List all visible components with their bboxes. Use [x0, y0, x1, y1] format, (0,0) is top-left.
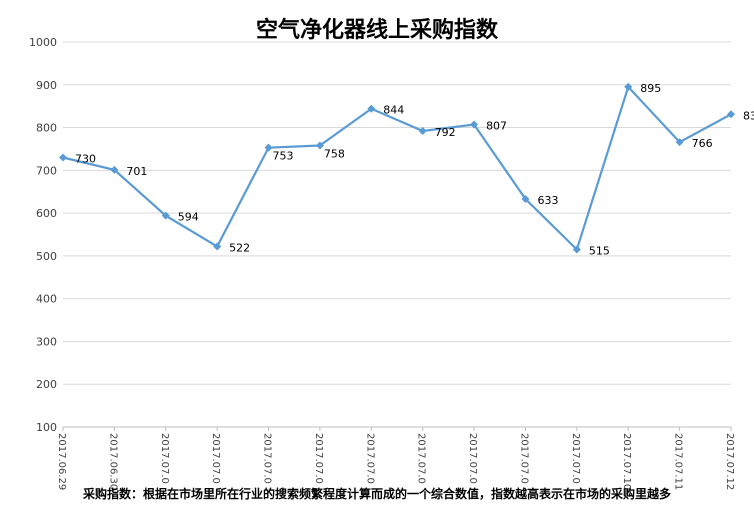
data-point [161, 211, 170, 220]
data-point [418, 126, 427, 135]
y-tick-label: 1000 [29, 36, 57, 49]
data-label: 807 [486, 120, 507, 133]
x-tick-label: 2017.07.0 [313, 433, 324, 484]
y-tick-label: 400 [36, 293, 57, 306]
y-tick-label: 900 [36, 79, 57, 92]
data-label: 701 [126, 165, 147, 178]
y-tick-label: 300 [36, 335, 57, 348]
data-point [675, 138, 684, 147]
x-tick-label: 2017.07.11 [673, 433, 684, 490]
data-point [315, 141, 324, 150]
x-tick-label: 2017.07.0 [416, 433, 427, 484]
data-point [624, 82, 633, 91]
data-label: 633 [537, 194, 558, 207]
data-point [572, 245, 581, 254]
data-point [110, 165, 119, 174]
data-label: 758 [324, 148, 345, 161]
x-tick-label: 2017.06.29 [56, 433, 67, 490]
x-tick-label: 2017.07.10 [621, 433, 632, 490]
x-tick-label: 2017.07.0 [467, 433, 478, 484]
y-tick-label: 200 [36, 378, 57, 391]
data-label: 594 [178, 211, 199, 224]
data-label: 730 [75, 153, 96, 166]
footnote: 采购指数：根据在市场里所在行业的搜索频繁程度计算而成的一个综合数值，指数越高表示… [82, 487, 671, 501]
data-label: 792 [435, 126, 456, 139]
y-tick-label: 500 [36, 250, 57, 263]
x-tick-label: 2017.07.0 [518, 433, 529, 484]
x-tick-label: 2017.07.0 [364, 433, 375, 484]
data-label: 766 [692, 137, 713, 150]
x-tick-label: 2017.06.30 [107, 433, 118, 490]
y-tick-label: 800 [36, 122, 57, 135]
y-tick-label: 100 [36, 421, 57, 434]
data-label: 753 [273, 150, 294, 163]
data-point [213, 242, 222, 251]
data-label: 844 [383, 104, 404, 117]
data-label: 522 [229, 241, 250, 254]
chart-title: 空气净化器线上采购指数 [255, 18, 498, 43]
x-tick-label: 2017.07.0 [159, 433, 170, 484]
x-tick-label: 2017.07.0 [210, 433, 221, 484]
y-tick-label: 600 [36, 207, 57, 220]
x-tick-label: 2017.07.0 [570, 433, 581, 484]
data-point [59, 153, 67, 162]
data-point [367, 104, 376, 113]
y-tick-label: 700 [36, 164, 57, 177]
x-tick-label: 2017.07.12 [724, 433, 735, 490]
series-line [62, 84, 732, 252]
data-point [727, 110, 735, 119]
data-label: 515 [589, 244, 610, 257]
data-label: 895 [640, 82, 661, 95]
data-label: 831 [743, 109, 754, 122]
data-point [264, 143, 273, 152]
data-point [470, 120, 479, 129]
x-tick-label: 2017.07.0 [262, 433, 273, 484]
data-point [521, 194, 530, 203]
